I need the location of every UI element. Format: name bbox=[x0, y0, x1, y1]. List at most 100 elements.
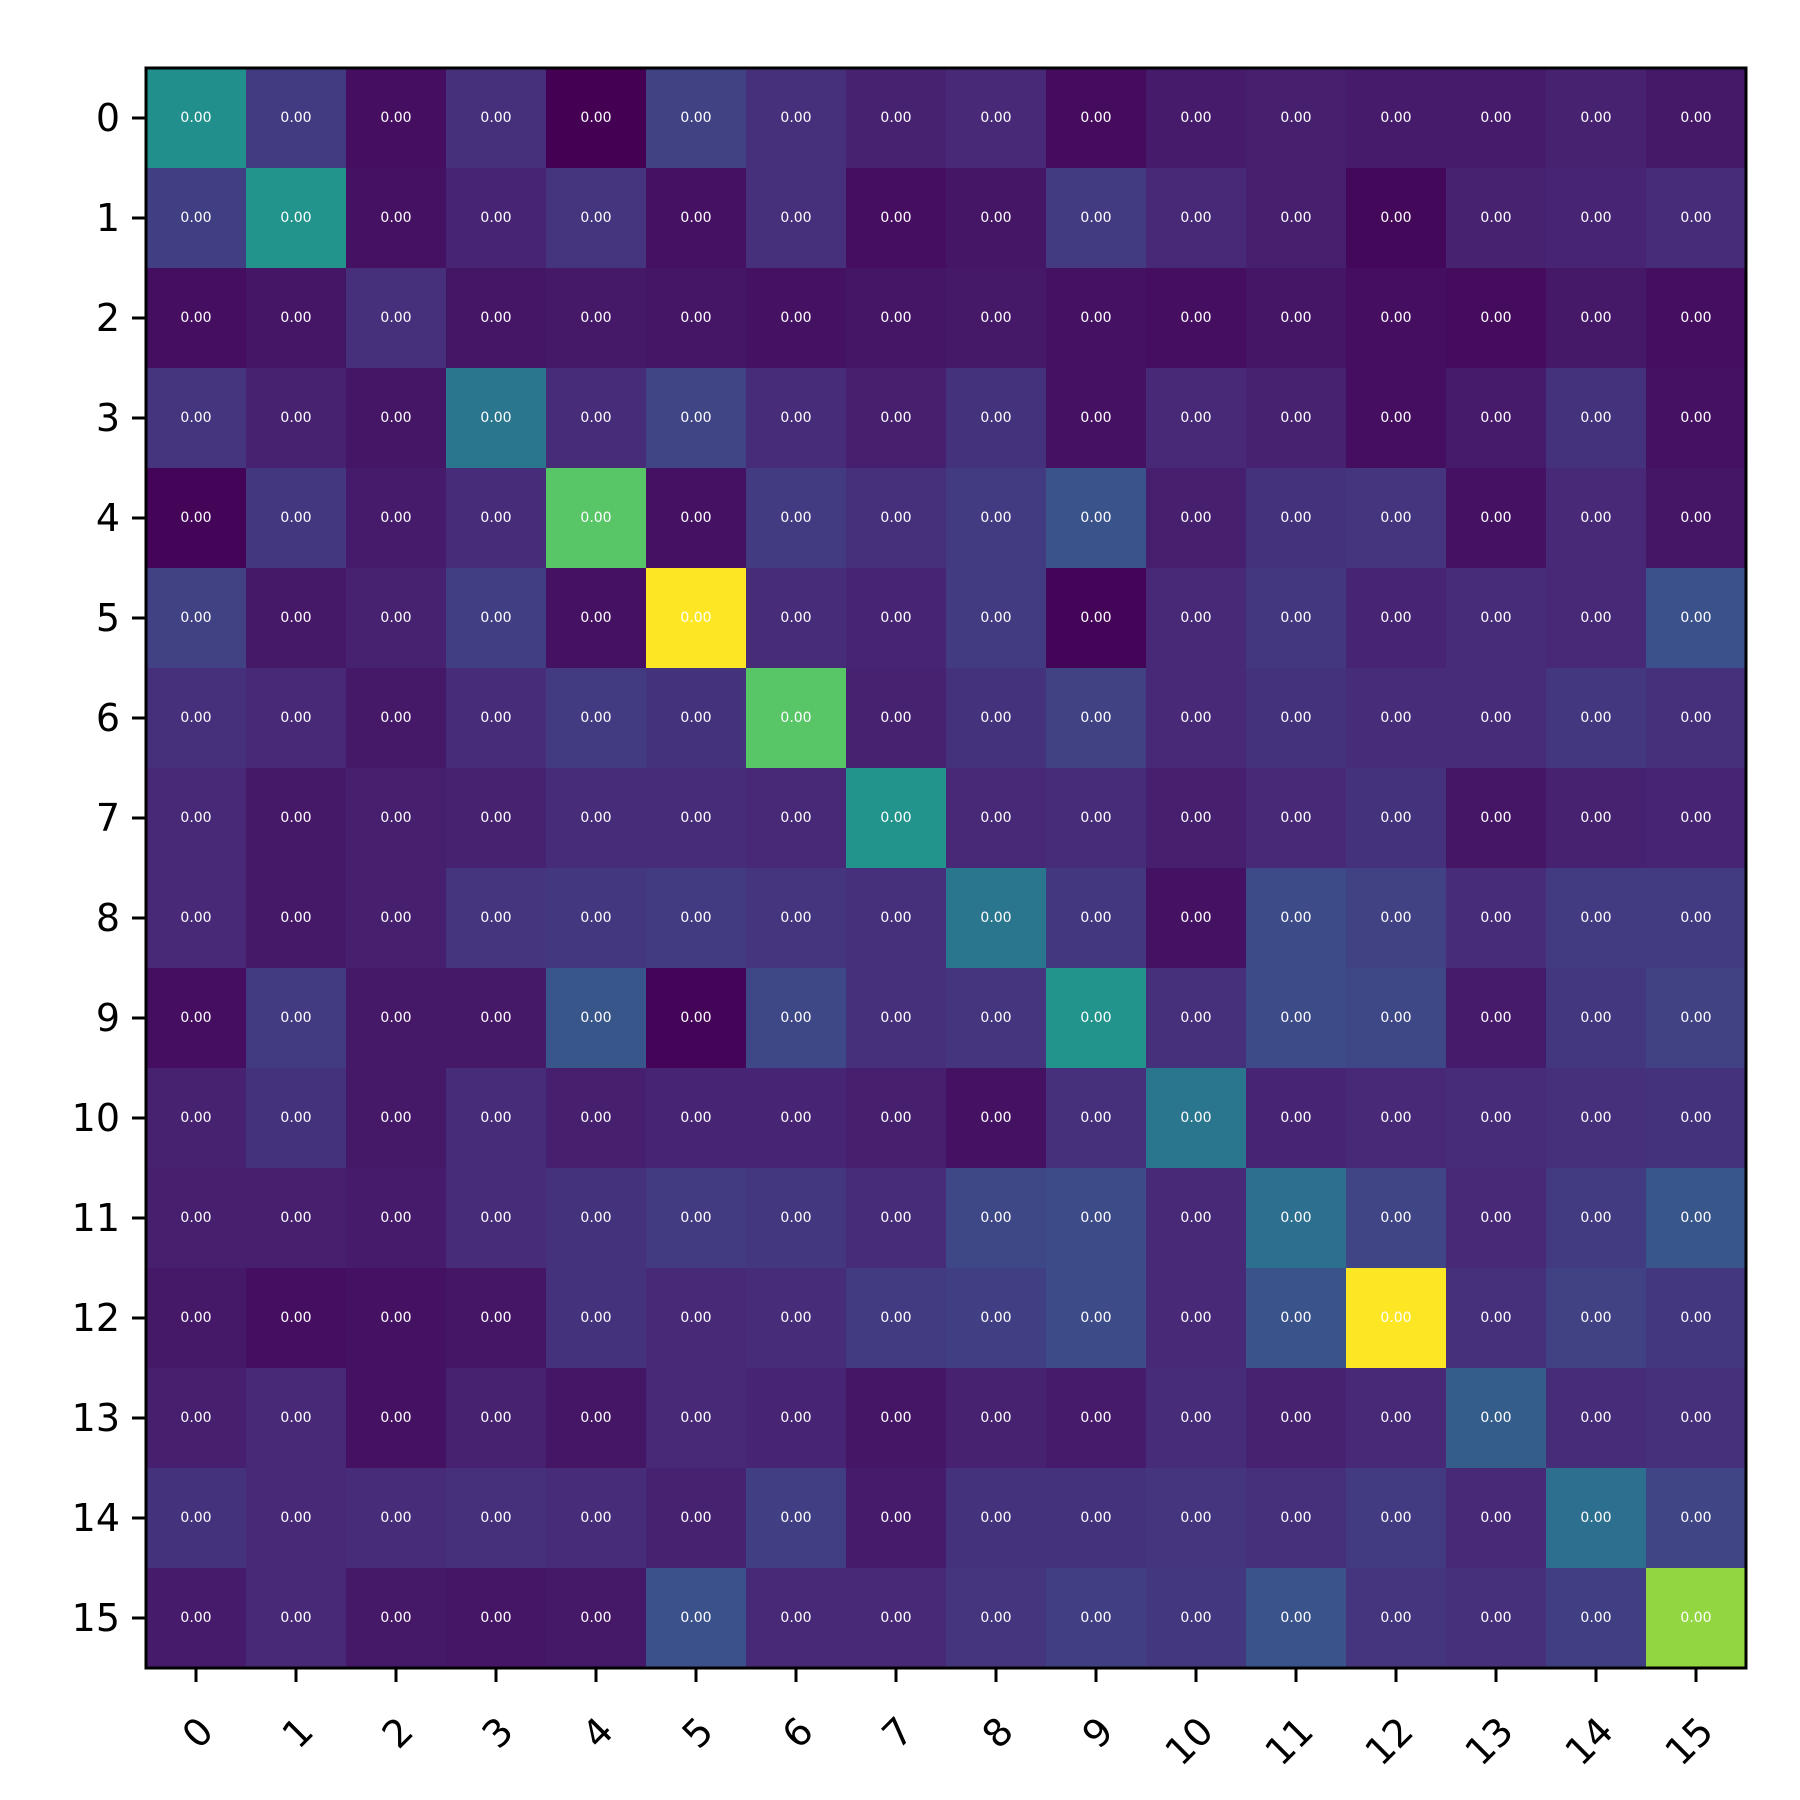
cell-value-label: 0.00 bbox=[1580, 1010, 1611, 1026]
heatmap-cell bbox=[1546, 1368, 1647, 1469]
y-tick-label: 2 bbox=[96, 296, 120, 340]
cell-value-label: 0.00 bbox=[780, 710, 811, 726]
cell-value-label: 0.00 bbox=[1080, 310, 1111, 326]
cell-value-label: 0.00 bbox=[480, 1410, 511, 1426]
cell-value-label: 0.00 bbox=[1280, 910, 1311, 926]
y-tick-label: 1 bbox=[96, 196, 120, 240]
cell-value-label: 0.00 bbox=[780, 910, 811, 926]
heatmap-cell bbox=[346, 1568, 447, 1669]
heatmap-cell bbox=[1446, 1368, 1547, 1469]
cell-value-label: 0.00 bbox=[1680, 610, 1711, 626]
heatmap-cell bbox=[546, 668, 647, 769]
heatmap-cell bbox=[346, 1168, 447, 1269]
heatmap-cell bbox=[1146, 268, 1247, 369]
heatmap-cell bbox=[746, 468, 847, 569]
cell-value-label: 0.00 bbox=[880, 310, 911, 326]
heatmap-cell bbox=[546, 368, 647, 469]
heatmap-cell bbox=[146, 468, 247, 569]
heatmap-cell bbox=[846, 1568, 947, 1669]
cell-value-label: 0.00 bbox=[1080, 610, 1111, 626]
heatmap-cell bbox=[446, 1368, 547, 1469]
heatmap-cell bbox=[646, 768, 747, 869]
cell-value-label: 0.00 bbox=[1580, 1210, 1611, 1226]
heatmap-cell bbox=[346, 968, 447, 1069]
heatmap-cell bbox=[1046, 268, 1147, 369]
heatmap-cell bbox=[146, 168, 247, 269]
heatmap-cell bbox=[1546, 268, 1647, 369]
y-tick-label: 3 bbox=[96, 396, 120, 440]
heatmap-cell bbox=[1446, 1468, 1547, 1569]
heatmap-cell bbox=[146, 668, 247, 769]
heatmap-cell bbox=[1146, 1168, 1247, 1269]
cell-value-label: 0.00 bbox=[480, 710, 511, 726]
heatmap-cell bbox=[646, 1268, 747, 1369]
heatmap-cell bbox=[1646, 368, 1747, 469]
cell-value-label: 0.00 bbox=[380, 410, 411, 426]
cell-value-label: 0.00 bbox=[1380, 1610, 1411, 1626]
cell-value-label: 0.00 bbox=[380, 710, 411, 726]
cell-value-label: 0.00 bbox=[180, 1410, 211, 1426]
heatmap-cell bbox=[1546, 368, 1647, 469]
cell-value-label: 0.00 bbox=[1080, 1510, 1111, 1526]
heatmap-cell bbox=[1046, 1468, 1147, 1569]
cell-value-label: 0.00 bbox=[680, 210, 711, 226]
cell-value-label: 0.00 bbox=[1280, 510, 1311, 526]
heatmap-cell bbox=[1446, 1168, 1547, 1269]
heatmap-cell bbox=[446, 568, 547, 669]
heatmap-cell bbox=[946, 1168, 1047, 1269]
cell-value-label: 0.00 bbox=[1380, 510, 1411, 526]
cell-value-label: 0.00 bbox=[1280, 1010, 1311, 1026]
heatmap-cell bbox=[346, 1268, 447, 1369]
heatmap-cell bbox=[246, 868, 347, 969]
cell-value-label: 0.00 bbox=[1380, 410, 1411, 426]
cell-value-label: 0.00 bbox=[1480, 1310, 1511, 1326]
cell-value-label: 0.00 bbox=[280, 1110, 311, 1126]
heatmap-cell bbox=[546, 1368, 647, 1469]
heatmap-cell bbox=[646, 268, 747, 369]
heatmap-cell bbox=[446, 1068, 547, 1169]
heatmap-cell bbox=[946, 1568, 1047, 1669]
heatmap-cell bbox=[946, 668, 1047, 769]
heatmap-cell bbox=[846, 668, 947, 769]
heatmap-cell bbox=[146, 1168, 247, 1269]
heatmap-cell bbox=[746, 1368, 847, 1469]
cell-value-label: 0.00 bbox=[1680, 510, 1711, 526]
heatmap-cell bbox=[1346, 968, 1447, 1069]
cell-value-label: 0.00 bbox=[980, 1510, 1011, 1526]
heatmap-cell bbox=[1446, 868, 1547, 969]
heatmap-cell bbox=[1346, 768, 1447, 869]
heatmap-cell bbox=[146, 768, 247, 869]
heatmap-cell bbox=[1646, 1068, 1747, 1169]
heatmap-cell bbox=[846, 1368, 947, 1469]
cell-value-label: 0.00 bbox=[280, 510, 311, 526]
heatmap-cell bbox=[546, 968, 647, 1069]
heatmap-cell bbox=[746, 1068, 847, 1169]
heatmap-cell bbox=[1646, 1168, 1747, 1269]
heatmap-cell bbox=[1646, 668, 1747, 769]
cell-value-label: 0.00 bbox=[1380, 310, 1411, 326]
heatmap-cell bbox=[746, 1468, 847, 1569]
cell-value-label: 0.00 bbox=[680, 310, 711, 326]
heatmap-cell bbox=[1046, 468, 1147, 569]
cell-value-label: 0.00 bbox=[380, 1010, 411, 1026]
heatmap-cell bbox=[546, 1468, 647, 1569]
heatmap-cell bbox=[1146, 1268, 1247, 1369]
cell-value-label: 0.00 bbox=[580, 1310, 611, 1326]
cell-value-label: 0.00 bbox=[580, 1210, 611, 1226]
y-tick-label: 7 bbox=[96, 796, 120, 840]
heatmap-cell bbox=[1646, 1568, 1747, 1669]
heatmap-cell bbox=[746, 1168, 847, 1269]
heatmap-cell bbox=[946, 468, 1047, 569]
heatmap-cell bbox=[746, 268, 847, 369]
cell-value-label: 0.00 bbox=[180, 410, 211, 426]
cell-value-label: 0.00 bbox=[780, 1610, 811, 1626]
heatmap-cell bbox=[1246, 1068, 1347, 1169]
cell-value-label: 0.00 bbox=[1280, 210, 1311, 226]
heatmap-cell bbox=[1146, 168, 1247, 269]
cell-value-label: 0.00 bbox=[680, 1010, 711, 1026]
heatmap-cell bbox=[1046, 1568, 1147, 1669]
y-tick-label: 15 bbox=[72, 1596, 120, 1640]
heatmap-cell bbox=[1146, 1368, 1247, 1469]
cell-value-label: 0.00 bbox=[980, 1210, 1011, 1226]
cell-value-label: 0.00 bbox=[880, 1110, 911, 1126]
